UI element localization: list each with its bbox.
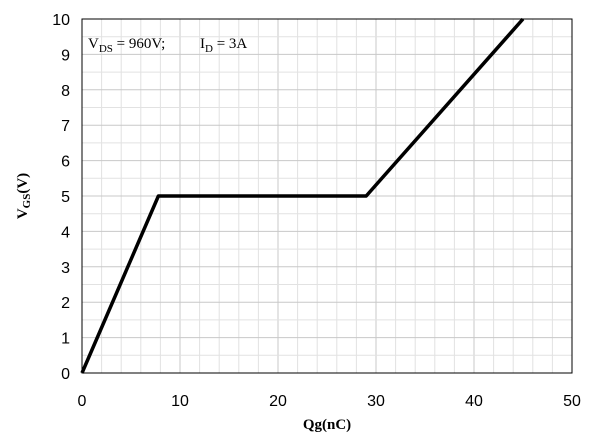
y-tick-label: 2: [61, 295, 70, 312]
x-tick-label: 30: [367, 393, 385, 410]
vds-subscript: DS: [99, 43, 113, 55]
y-axis-title-rest: (V): [15, 173, 31, 194]
y-tick-label: 6: [61, 154, 70, 171]
x-tick-labels: 0 10 20 30 40 50: [78, 393, 581, 410]
x-tick-label: 50: [563, 393, 581, 410]
vds-symbol: V: [88, 36, 99, 52]
x-axis-title: Qg(nC): [303, 417, 351, 433]
y-tick-label: 0: [61, 366, 70, 383]
x-tick-label: 20: [269, 393, 287, 410]
condition-annotation: VDS = 960V; ID = 3A: [88, 36, 247, 55]
y-tick-label: 1: [61, 331, 70, 348]
y-tick-label: 7: [61, 118, 70, 135]
x-tick-label: 10: [171, 393, 189, 410]
y-axis-title-sub: GS: [21, 194, 33, 209]
y-tick-labels: 0 1 2 3 4 5 6 7 8 9 10: [52, 12, 70, 383]
vgs-curve: [80, 17, 525, 374]
id-subscript: D: [205, 43, 213, 55]
vds-value: = 960V;: [113, 36, 165, 52]
series-layer: [80, 17, 525, 374]
y-tick-label: 5: [61, 189, 70, 206]
id-value: = 3A: [213, 36, 247, 52]
y-axis-title: VGS(V): [15, 173, 33, 219]
y-axis-title-main: V: [15, 208, 31, 219]
plot-frame: [81, 18, 573, 374]
x-tick-label: 0: [78, 393, 87, 410]
y-tick-label: 4: [61, 224, 70, 241]
y-tick-label: 8: [61, 83, 70, 100]
y-tick-label: 3: [61, 260, 70, 277]
x-tick-label: 40: [465, 393, 483, 410]
y-tick-label: 10: [52, 12, 70, 29]
y-tick-label: 9: [61, 47, 70, 64]
id-symbol: I: [200, 36, 205, 52]
